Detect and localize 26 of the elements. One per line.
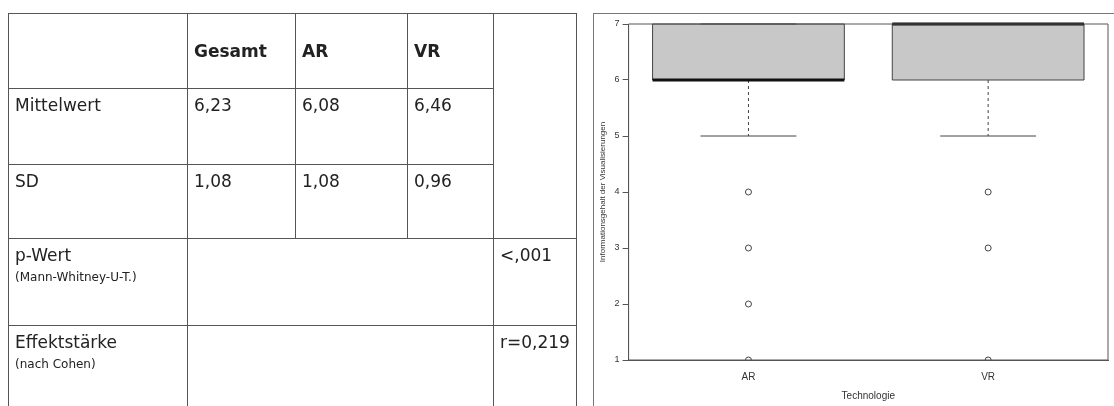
text: Gesamt	[187, 13, 296, 89]
x-axis-title: Technologie	[841, 389, 896, 401]
text: 6,08	[295, 88, 408, 165]
y-tick-label: 7	[614, 18, 620, 29]
y-tick-label: 6	[614, 74, 620, 85]
text: <,001	[493, 238, 577, 326]
text: Effektstärke	[15, 332, 118, 352]
text: VR	[407, 13, 494, 89]
text: 6,23	[187, 88, 296, 165]
text: (nach Cohen)	[15, 357, 96, 371]
y-tick-label: 1	[614, 354, 620, 365]
text: (Mann-Whitney-U-T.)	[15, 270, 137, 284]
text: 1,08	[187, 164, 296, 239]
y-tick-label: 3	[614, 242, 620, 253]
text: AR	[295, 13, 408, 89]
text: 1,08	[295, 164, 408, 239]
y-tick-label: 5	[614, 130, 620, 141]
y-tick-label: 4	[614, 186, 620, 197]
y-axis-title: Informationsgehalt der Visualisierungen	[598, 121, 607, 263]
text: Mittelwert	[8, 88, 188, 165]
text: 0,96	[407, 164, 494, 239]
text: p-Wert	[15, 245, 72, 265]
text: SD	[8, 164, 188, 239]
y-tick-label: 2	[614, 298, 620, 309]
text: r=0,219	[493, 325, 577, 406]
text: 6,46	[407, 88, 494, 165]
